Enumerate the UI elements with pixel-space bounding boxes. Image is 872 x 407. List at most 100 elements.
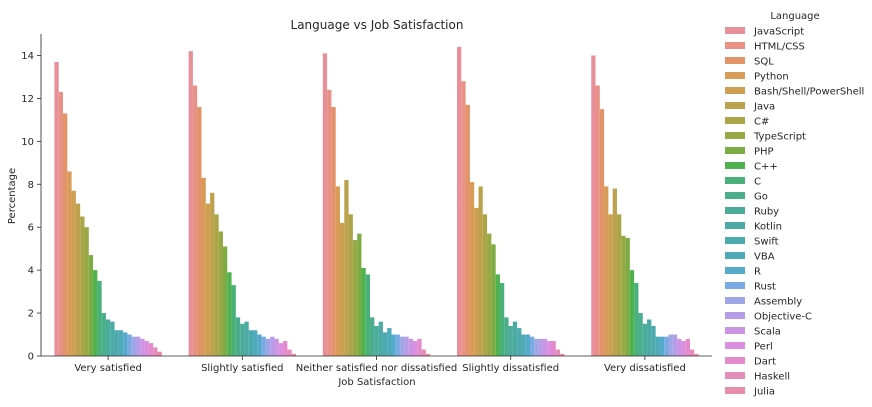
- bar-swift-4: [651, 325, 656, 356]
- bar-rust-0: [127, 334, 132, 356]
- bar-bash-shell-powershell-3: [474, 207, 479, 356]
- bar-dart-0: [148, 343, 154, 356]
- legend-item: Assembly: [725, 297, 802, 308]
- legend-swatch: [725, 57, 745, 64]
- bar-typescript-0: [84, 227, 89, 356]
- legend-item: PHP: [725, 147, 774, 158]
- legend-item: Perl: [725, 342, 773, 353]
- legend-label: Assembly: [754, 297, 802, 308]
- bar-html-css-3: [461, 81, 466, 356]
- legend-swatch: [725, 312, 745, 319]
- bar-php-4: [625, 237, 630, 356]
- legend-label: Perl: [754, 342, 773, 353]
- y-tick-label: 8: [28, 180, 34, 191]
- bar-php-1: [222, 246, 228, 356]
- bar-julia-1: [291, 353, 296, 356]
- bar-bash-shell-powershell-0: [71, 190, 76, 356]
- bar-rust-1: [261, 336, 266, 356]
- legend-label: PHP: [754, 147, 774, 158]
- bar-ruby-0: [105, 319, 111, 356]
- legend-item: Bash/Shell/PowerShell: [725, 87, 864, 98]
- bar-python-1: [201, 177, 206, 356]
- bar-scala-3: [542, 338, 548, 356]
- y-tick-label: 12: [21, 94, 34, 105]
- bar-c--3: [495, 274, 500, 356]
- legend-label: Go: [754, 192, 768, 203]
- bar-html-css-1: [192, 85, 198, 357]
- legend-swatch: [725, 132, 745, 139]
- bar-kotlin-0: [110, 321, 115, 356]
- bar-objective-c-0: [136, 336, 141, 356]
- legend: Language JavaScript HTML/CSS SQL Python Bash…: [725, 11, 864, 398]
- legend-swatch: [725, 327, 745, 334]
- bar-kotlin-1: [244, 321, 249, 356]
- legend-label: Kotlin: [754, 222, 782, 233]
- y-tick-label: 6: [28, 223, 34, 234]
- bar-objective-c-4: [672, 334, 678, 356]
- bar-vba-2: [387, 328, 392, 356]
- legend-label: VBA: [754, 252, 775, 263]
- legend-label: Ruby: [754, 207, 779, 218]
- bar-assembly-1: [265, 338, 271, 356]
- bar-assembly-0: [131, 336, 137, 356]
- legend-item: VBA: [725, 252, 775, 263]
- legend-label: SQL: [754, 57, 774, 68]
- bar-c-2: [365, 274, 371, 356]
- bar-objective-c-3: [538, 338, 543, 356]
- bar-dart-3: [551, 340, 556, 356]
- bar-c--2: [361, 267, 366, 356]
- bar-objective-c-1: [270, 336, 275, 356]
- legend-label: Bash/Shell/PowerShell: [754, 87, 864, 98]
- bar-ruby-3: [508, 325, 513, 356]
- bar-swift-1: [248, 330, 254, 356]
- x-tick-label: Slightly satisfied: [201, 363, 283, 374]
- bar-ruby-2: [374, 325, 379, 356]
- legend-item: Go: [725, 192, 768, 203]
- bar-go-1: [235, 317, 241, 356]
- bar-scala-4: [677, 338, 682, 356]
- bar-r-1: [257, 334, 262, 356]
- bar-swift-0: [114, 330, 119, 356]
- bar-assembly-2: [400, 336, 405, 356]
- bar-c--0: [80, 216, 85, 356]
- legend-label: Dart: [754, 357, 776, 368]
- bar-html-css-4: [595, 85, 600, 357]
- legend-item: Java: [725, 102, 775, 113]
- legend-item: Scala: [725, 327, 781, 338]
- legend-swatch: [725, 27, 745, 34]
- legend-swatch: [725, 87, 745, 94]
- legend-item: Kotlin: [725, 222, 782, 233]
- legend-swatch: [725, 207, 745, 214]
- bar-java-0: [75, 203, 81, 356]
- y-tick-label: 10: [21, 137, 34, 148]
- y-axis-ticks: 0 2 4 6 8 10 12 14: [21, 51, 41, 363]
- bar-javascript-2: [322, 53, 328, 356]
- bar-vba-1: [253, 330, 258, 356]
- legend-item: TypeScript: [725, 132, 806, 143]
- legend-label: C#: [754, 117, 769, 128]
- legend-swatch: [725, 357, 745, 364]
- bar-haskell-0: [153, 347, 158, 356]
- bar-c-3: [499, 283, 505, 356]
- legend-label: Objective-C: [754, 312, 812, 323]
- bar-r-3: [525, 334, 531, 356]
- legend-label: C++: [754, 162, 778, 173]
- bar-vba-4: [655, 336, 660, 356]
- bar-typescript-2: [352, 240, 358, 356]
- bar-vba-3: [521, 334, 526, 356]
- bar-html-css-0: [58, 91, 63, 357]
- bar-python-0: [67, 171, 72, 356]
- bar-php-0: [88, 255, 94, 356]
- y-tick-label: 14: [21, 51, 34, 62]
- bar-kotlin-4: [647, 319, 652, 356]
- legend-swatch: [725, 102, 745, 109]
- legend-item: Swift: [725, 237, 779, 248]
- legend-label: Haskell: [754, 372, 790, 383]
- bar-java-1: [210, 192, 215, 356]
- bar-c-1: [231, 285, 236, 356]
- bar-sql-1: [197, 106, 202, 357]
- legend-item: C++: [725, 162, 778, 173]
- bar-ruby-4: [642, 323, 648, 356]
- y-tick-label: 4: [28, 266, 34, 277]
